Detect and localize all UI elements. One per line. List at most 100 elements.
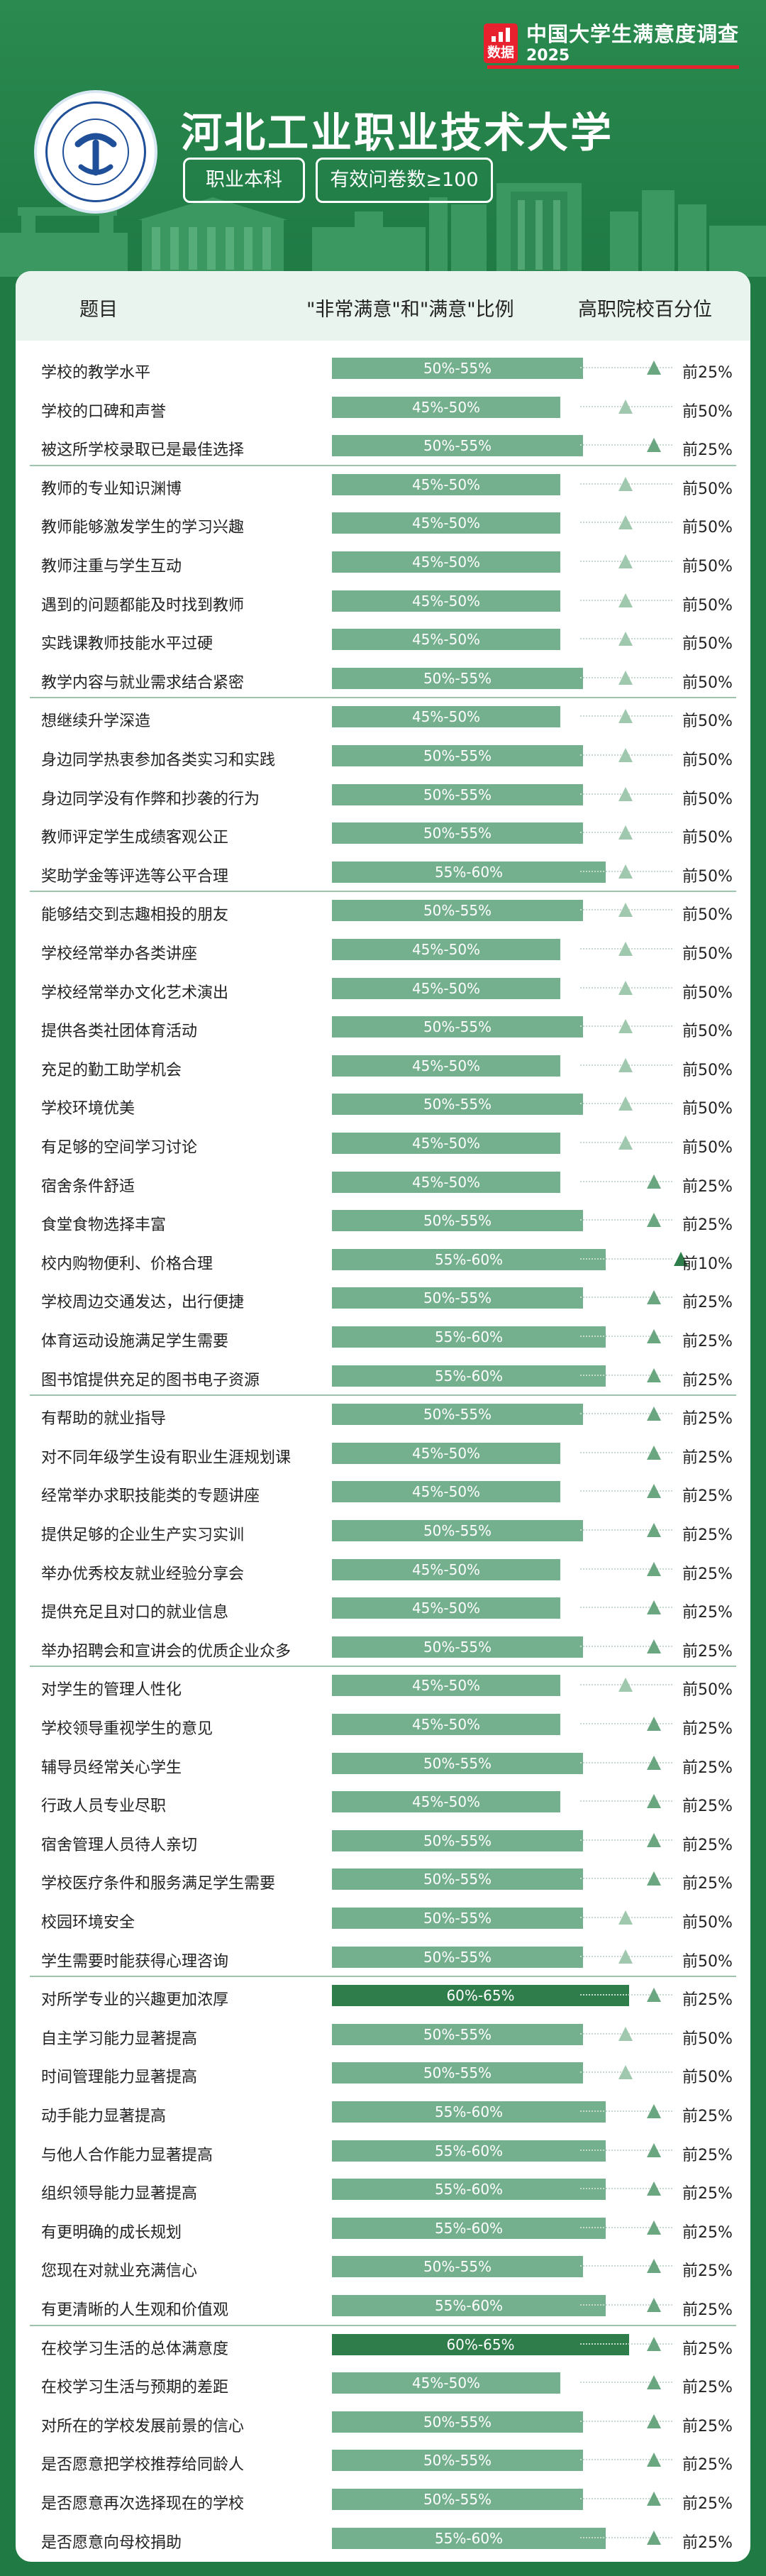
percentile-label: 前50% — [682, 945, 733, 963]
ratio-bar: 50%-55% — [332, 1868, 583, 1890]
row-item-label: 对所学专业的兴趣更加浓厚 — [41, 1991, 229, 2010]
percentile-marker-icon — [647, 1445, 661, 1460]
row-item-label: 校内购物便利、价格合理 — [41, 1255, 213, 1273]
table-row: 提供充足且对口的就业信息 45%-50% 前25% — [16, 1589, 750, 1627]
percentile-track — [580, 1219, 672, 1221]
percentile-marker-icon — [618, 786, 633, 801]
percentile-label: 前50% — [682, 402, 733, 421]
ratio-bar: 55%-60% — [332, 2527, 606, 2549]
ratio-bar: 55%-60% — [332, 2217, 606, 2239]
row-item-label: 对不同年级学生设有职业生涯规划课 — [41, 1448, 292, 1467]
percentile-track — [580, 367, 672, 368]
percentile-track — [580, 1723, 672, 1724]
percentile-track — [580, 1529, 672, 1531]
percentile-label: 前25% — [682, 364, 733, 382]
table-row: 遇到的问题都能及时找到教师 45%-50% 前50% — [16, 582, 750, 620]
percentile-label: 前25% — [682, 1448, 733, 1467]
percentile-label: 前25% — [682, 2456, 733, 2475]
table-row: 有帮助的就业指导 50%-55% 前25% — [16, 1395, 750, 1433]
row-item-label: 您现在对就业充满信心 — [41, 2262, 198, 2281]
table-row: 学校的教学水平 50%-55% 前25% — [16, 349, 750, 387]
ratio-bar: 45%-50% — [332, 939, 560, 960]
row-item-label: 举办优秀校友就业经验分享会 — [41, 1565, 245, 1583]
ratio-bar: 55%-60% — [332, 1326, 606, 1348]
percentile-label: 前50% — [682, 635, 733, 654]
ratio-bar: 45%-50% — [332, 1481, 560, 1503]
ratio-bar: 50%-55% — [332, 1908, 583, 1929]
table-row: 学校经常举办各类讲座 45%-50% 前50% — [16, 930, 750, 969]
table-row: 教学内容与就业需求结合紧密 50%-55% 前50% — [16, 659, 750, 698]
percentile-marker-icon — [618, 980, 633, 995]
row-item-label: 教师评定学生成绩客观公正 — [41, 829, 229, 847]
percentile-label: 前50% — [682, 2069, 733, 2087]
row-item-label: 提供各类社团体育活动 — [41, 1023, 198, 1041]
row-item-label: 教师注重与学生互动 — [41, 558, 182, 576]
percentile-label: 前25% — [682, 2379, 733, 2397]
percentile-label: 前50% — [682, 673, 733, 692]
ratio-bar: 50%-55% — [332, 2489, 583, 2510]
percentile-marker-icon — [618, 399, 633, 414]
table-row: 学校的口碑和声誉 45%-50% 前50% — [16, 388, 750, 426]
percentile-marker-icon — [618, 709, 633, 724]
ratio-bar: 50%-55% — [332, 1210, 583, 1232]
table-row: 与他人合作能力显著提高 55%-60% 前25% — [16, 2132, 750, 2170]
percentile-track — [580, 2188, 672, 2190]
group-divider — [30, 1666, 736, 1668]
table-row: 有更明确的成长规划 55%-60% 前25% — [16, 2209, 750, 2247]
row-item-label: 提供足够的企业生产实习实训 — [41, 1526, 245, 1544]
percentile-marker-icon — [647, 1213, 661, 1228]
ratio-bar: 55%-60% — [332, 861, 606, 883]
percentile-marker-icon — [647, 2298, 661, 2312]
table-row: 能够结交到志趣相投的朋友 50%-55% 前50% — [16, 891, 750, 930]
ratio-bar: 50%-55% — [332, 1016, 583, 1038]
row-item-label: 有帮助的就业指导 — [41, 1410, 167, 1429]
percentile-label: 前25% — [682, 2223, 733, 2242]
ratio-bar: 50%-55% — [332, 667, 583, 689]
percentile-marker-icon — [647, 1367, 661, 1382]
row-item-label: 图书馆提供充足的图书电子资源 — [41, 1371, 260, 1389]
percentile-marker-icon — [647, 2413, 661, 2428]
percentile-label: 前50% — [682, 712, 733, 731]
row-item-label: 提供充足且对口的就业信息 — [41, 1604, 229, 1622]
percentile-label: 前50% — [682, 790, 733, 808]
table-row: 学校经常举办文化艺术演出 45%-50% 前50% — [16, 969, 750, 1008]
percentile-marker-icon — [618, 554, 633, 568]
ratio-bar: 50%-55% — [332, 2450, 583, 2472]
ratio-bar: 45%-50% — [332, 1675, 560, 1697]
percentile-marker-icon — [647, 1329, 661, 1343]
percentile-track — [580, 1180, 672, 1182]
row-item-label: 学生需要时能获得心理咨询 — [41, 1952, 229, 1971]
ratio-bar: 45%-50% — [332, 977, 560, 999]
tag-level: 职业本科 — [183, 158, 305, 203]
row-item-label: 学校的口碑和声誉 — [41, 402, 167, 421]
row-item-label: 辅导员经常关心学生 — [41, 1758, 182, 1777]
row-item-label: 学校医疗条件和服务满足学生需要 — [41, 1875, 276, 1893]
ratio-bar: 45%-50% — [332, 1442, 560, 1464]
percentile-label: 前25% — [682, 2146, 733, 2164]
ratio-bar: 50%-55% — [332, 822, 583, 844]
percentile-marker-icon — [647, 438, 661, 453]
percentile-marker-icon — [674, 1251, 688, 1266]
percentile-marker-icon — [618, 2026, 633, 2041]
percentile-label: 前25% — [682, 2185, 733, 2203]
ratio-bar: 55%-60% — [332, 2179, 606, 2201]
table-row: 是否愿意把学校推荐给同龄人 50%-55% 前25% — [16, 2441, 750, 2479]
ratio-bar: 45%-50% — [332, 1597, 560, 1619]
ratio-bar: 50%-55% — [332, 1094, 583, 1116]
percentile-track — [580, 2498, 672, 2499]
table-row: 在校学习生活的总体满意度 60%-65% 前25% — [16, 2325, 750, 2364]
ratio-bar: 45%-50% — [332, 706, 560, 728]
ratio-bar: 50%-55% — [332, 2256, 583, 2278]
percentile-track — [580, 2149, 672, 2151]
ratio-bar: 50%-55% — [332, 745, 583, 766]
header: 数据 中国大学生满意度调查 2025 河北工业职业技术大学 职业本科 有效问卷数… — [0, 0, 766, 277]
ratio-bar: 55%-60% — [332, 2101, 606, 2123]
percentile-label: 前50% — [682, 2030, 733, 2048]
column-header-percentile: 高职院校百分位 — [578, 299, 712, 321]
seal-emblem-icon — [74, 133, 117, 176]
percentile-label: 前25% — [682, 2340, 733, 2358]
percentile-label: 前25% — [682, 1487, 733, 1506]
brand-title: 中国大学生满意度调查 — [526, 22, 739, 46]
percentile-marker-icon — [647, 2530, 661, 2545]
table-row: 辅导员经常关心学生 50%-55% 前25% — [16, 1744, 750, 1783]
